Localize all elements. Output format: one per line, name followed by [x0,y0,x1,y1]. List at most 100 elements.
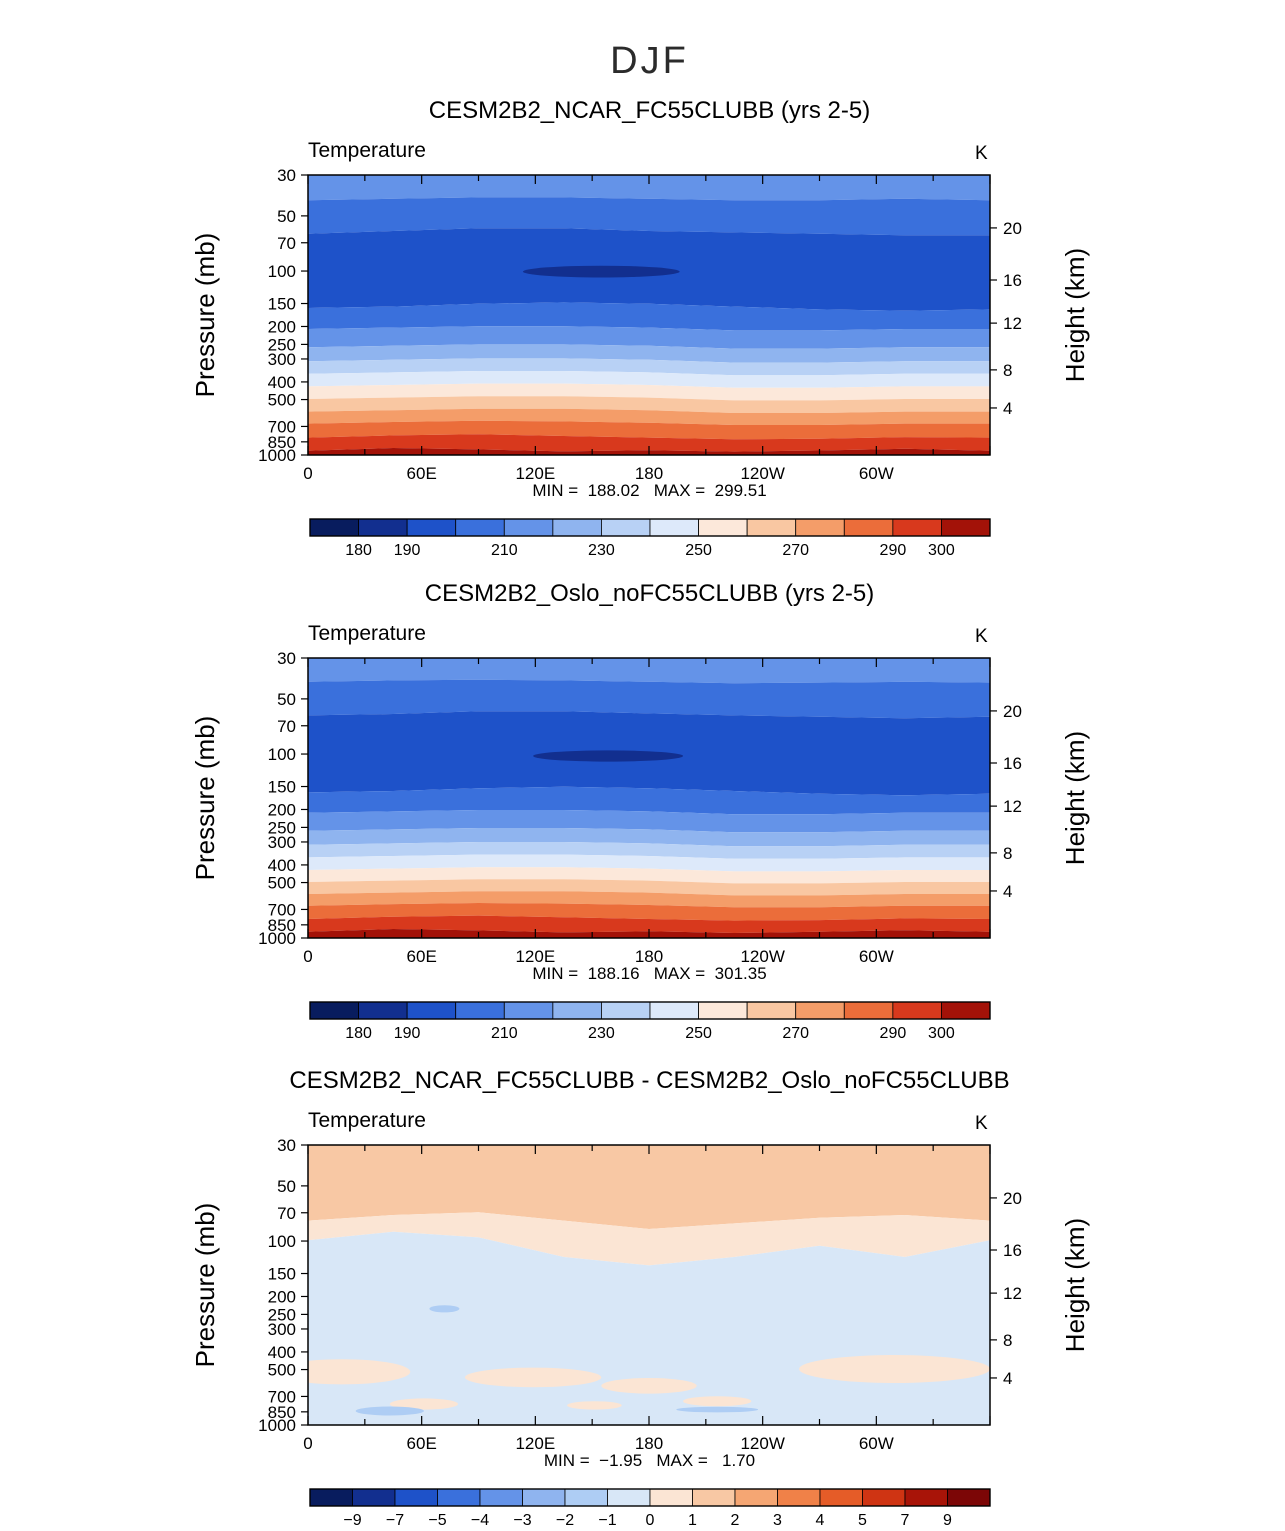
colorbar-cell [734,1488,778,1507]
height-tick-label: 8 [1003,844,1012,863]
colorbar-labels-group: 180 190 210 230 250 270 290 300 [345,1025,955,1042]
min-max-stats: MIN = 188.16 MAX = 301.35 [532,964,767,983]
x-tick-label: 180 [635,464,663,483]
pressure-tick-label: 150 [268,778,296,797]
contour-band [308,371,990,388]
height-tick-label: 16 [1003,754,1022,773]
contour-band [308,810,990,833]
contour-band [308,396,990,413]
page-title: DJF [610,40,689,82]
colorbar-cell [406,1001,457,1020]
colorbar-label: 190 [394,1025,421,1042]
pressure-tick-label: 300 [268,350,296,369]
colorbar-cell [503,1001,554,1020]
colorbar-cell [455,518,505,537]
x-tick-label: 120E [515,1434,555,1453]
pressure-tick-label: 150 [268,295,296,314]
colorbar-label: 300 [928,1025,955,1042]
colorbar-cell [904,1488,948,1507]
colorbar-label: 250 [685,542,712,559]
colorbar-border [309,518,991,537]
colorbar-cell [649,518,699,537]
x-tick-label: 120E [515,464,555,483]
height-tick-label: 12 [1003,1284,1022,1303]
contour-blob [676,1406,759,1413]
pressure-tick-label: 250 [268,335,296,354]
pressure-tick-label: 30 [277,1136,296,1155]
colorbar-label: 180 [345,1025,372,1042]
pressure-tick-label: 700 [268,900,296,919]
x-tick-label: 60W [859,947,894,966]
colorbar-label: 5 [858,1512,867,1529]
pressure-tick-label: 400 [268,856,296,875]
contour-band [308,828,990,847]
contour-bands-group [308,175,990,455]
contour-band [308,867,990,884]
height-tick-label: 8 [1003,1331,1012,1350]
field-label: Temperature [308,622,426,645]
x-tick-label: 0 [303,947,312,966]
contour-band [308,786,990,815]
contour-blob [601,1378,697,1394]
colorbar-cell [358,518,408,537]
x-tick-label: 180 [635,947,663,966]
colorbar-cell [649,1001,699,1020]
contour-band [308,891,990,908]
colorbar-label: 300 [928,542,955,559]
contour-bands-group [308,1145,990,1425]
height-tick-label: 8 [1003,361,1012,380]
min-max-stats: MIN = −1.95 MAX = 1.70 [543,1451,756,1470]
colorbar-label: −3 [513,1512,531,1529]
x-tick-label: 0 [303,464,312,483]
pressure-tick-label: 50 [277,207,296,226]
pressure-tick-label: 50 [277,690,296,709]
colorbar-label: 4 [816,1512,825,1529]
pressure-tick-label: 250 [268,818,296,837]
colorbar-label: −4 [471,1512,489,1529]
panel-title: CESM2B2_Oslo_noFC55CLUBB (yrs 2-5) [424,580,875,607]
height-tick-label: 16 [1003,1241,1022,1260]
contour-band [308,915,990,933]
colorbar-label: 250 [685,1025,712,1042]
contour-band [308,1212,990,1266]
colorbar-label: 210 [491,1025,518,1042]
pressure-tick-label: 150 [268,1265,296,1284]
x-tick-label: 120W [740,947,784,966]
pressure-tick-label: 50 [277,1177,296,1196]
colorbar-cell [309,1488,353,1507]
colorbar-cell [522,1488,566,1507]
contour-band [308,679,990,719]
x-tick-label: 60W [859,1434,894,1453]
pressure-tick-label: 500 [268,874,296,893]
pressure-tick-label: 500 [268,1361,296,1380]
colorbar-cell [795,518,845,537]
pressure-tick-label: 30 [277,166,296,185]
colorbar-cell [309,518,359,537]
colorbar-cell [552,518,602,537]
colorbar-cell [746,518,797,537]
colorbar-cell [698,1001,748,1020]
colorbar-cell [564,1488,608,1507]
colorbar-label: 180 [345,542,372,559]
contour-blob [464,1367,602,1388]
x-tick-label: 60W [859,464,894,483]
contour-band [308,879,990,896]
x-tick-label: 60E [407,1434,437,1453]
height-tick-label: 12 [1003,314,1022,333]
colorbar-labels-group: −9 −7 −5 −4 −3 −2 −1 0 1 2 3 4 5 7 9 [343,1512,952,1529]
contour-band [308,434,990,452]
pressure-tick-label: 250 [268,1305,296,1324]
colorbar-cell [503,518,554,537]
colorbar-cell [892,518,942,537]
x-tick-label: 120E [515,947,555,966]
colorbar-cell [437,1488,481,1507]
height-tick-label: 4 [1003,1369,1012,1388]
units-label: K [975,143,988,164]
x-tick-label: 60E [407,947,437,966]
colorbar-label: 230 [588,1025,615,1042]
contour-blob [567,1401,622,1410]
contour-bands-group [308,658,990,938]
height-tick-label: 20 [1003,702,1022,721]
colorbar-cell [795,1001,845,1020]
